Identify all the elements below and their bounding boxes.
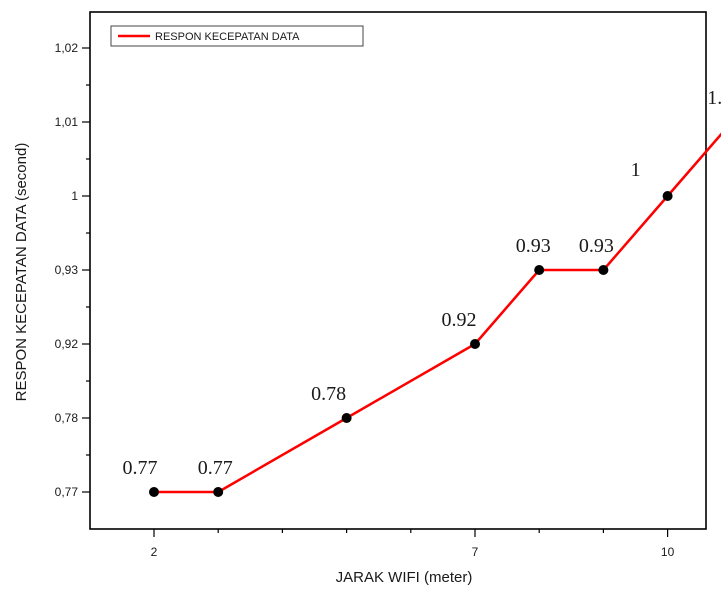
x-tick-label: 10 — [661, 545, 675, 559]
data-point — [663, 191, 673, 201]
plot-frame — [90, 12, 706, 529]
y-tick-label: 1,01 — [55, 115, 79, 129]
data-label: 1 — [631, 159, 641, 181]
data-label: 0.77 — [198, 457, 233, 479]
data-point — [342, 413, 352, 423]
axis-ticks: 2 7 10 0,77 0,78 0,92 0,93 1 1,01 1,02 — [55, 41, 675, 559]
series-line — [154, 48, 721, 492]
series-layer — [149, 43, 721, 497]
legend: RESPON KECEPATAN DATA — [111, 26, 363, 46]
data-label: 1.01 — [707, 87, 721, 109]
y-tick-label: 1,02 — [55, 41, 79, 55]
y-tick-label: 0,78 — [55, 411, 79, 425]
y-tick-label: 0,77 — [55, 485, 79, 499]
data-point — [470, 339, 480, 349]
data-label: 0.93 — [579, 235, 614, 257]
x-tick-label: 7 — [472, 545, 479, 559]
y-tick-label: 0,93 — [55, 263, 79, 277]
legend-label: RESPON KECEPATAN DATA — [155, 31, 300, 43]
x-axis-title: JARAK WIFI (meter) — [336, 569, 473, 586]
data-point — [534, 265, 544, 275]
data-point — [598, 265, 608, 275]
data-point — [149, 487, 159, 497]
data-label: 0.93 — [516, 235, 551, 257]
data-label: 0.77 — [123, 457, 158, 479]
data-point — [213, 487, 223, 497]
data-label: 0.92 — [442, 309, 477, 331]
data-label: 0.78 — [311, 383, 346, 405]
y-tick-label: 1 — [71, 189, 78, 203]
y-axis-title: RESPON KECEPATAN DATA (second) — [13, 143, 30, 402]
x-tick-label: 2 — [151, 545, 158, 559]
y-tick-label: 0,92 — [55, 337, 79, 351]
